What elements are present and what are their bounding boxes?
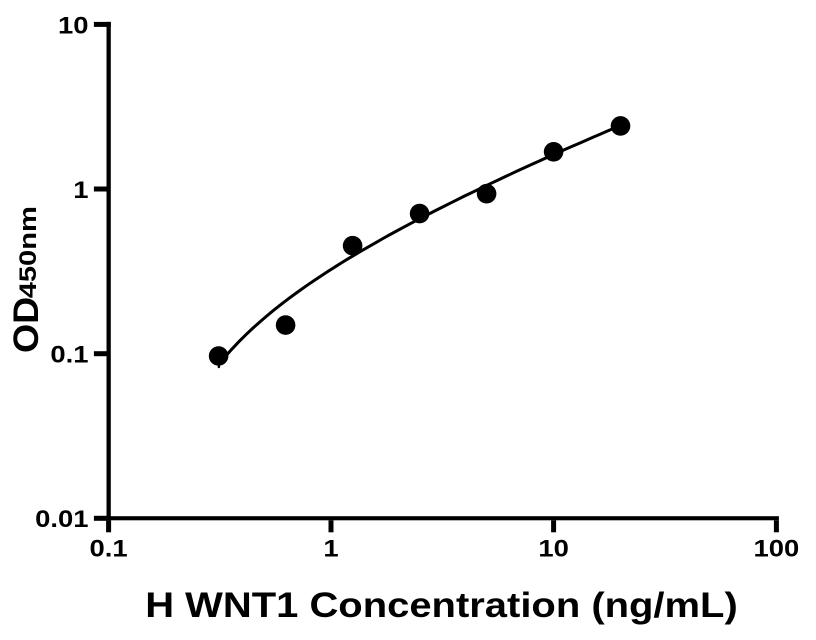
svg-text:1: 1 [73,175,88,203]
svg-text:450nm: 450nm [15,206,42,298]
svg-text:0.1: 0.1 [50,340,88,368]
svg-text:10: 10 [538,534,569,562]
svg-text:100: 100 [754,534,800,562]
svg-text:0.01: 0.01 [35,505,88,533]
svg-text:0.1: 0.1 [90,534,128,562]
svg-text:1: 1 [323,534,338,562]
svg-text:10: 10 [58,11,89,39]
svg-text:H WNT1 Concentration (ng/mL): H WNT1 Concentration (ng/mL) [145,585,738,624]
svg-text:OD: OD [6,297,46,353]
